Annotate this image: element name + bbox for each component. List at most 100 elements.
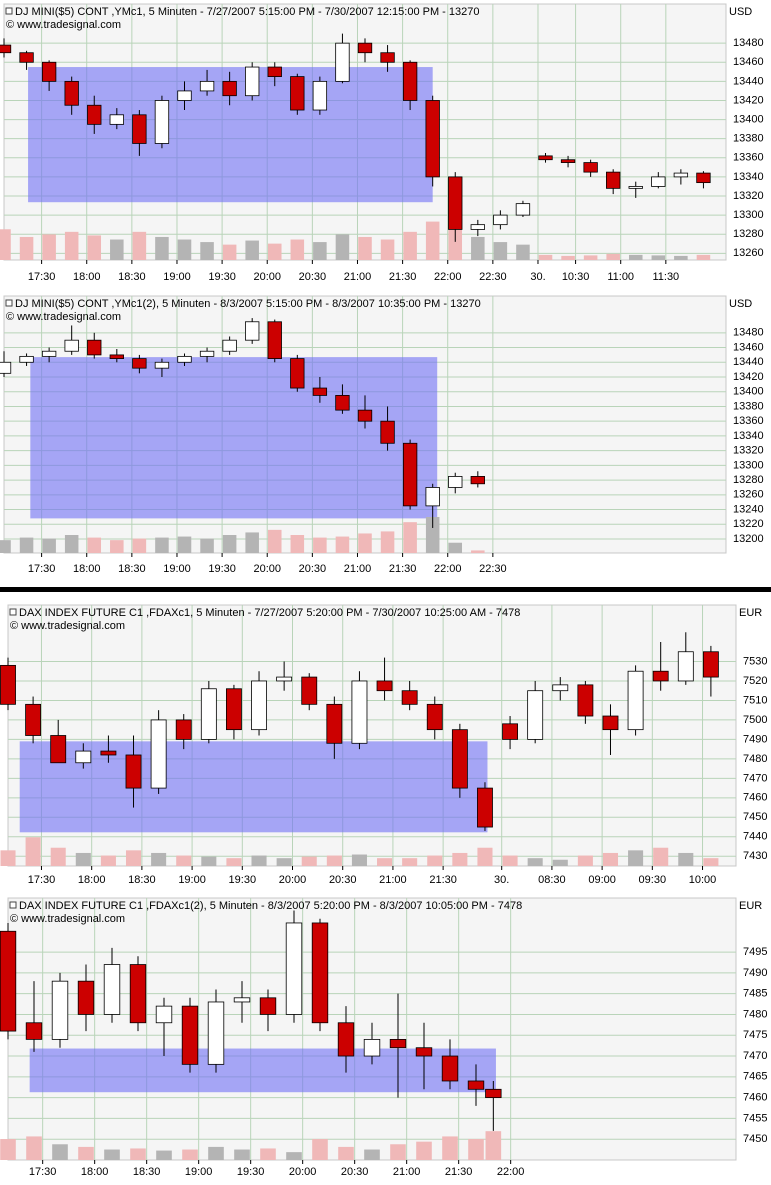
candle-body: [276, 676, 293, 682]
volume-bar: [678, 852, 694, 866]
volume-bar: [313, 242, 327, 260]
candle-body: [181, 1005, 199, 1065]
volume-bar: [100, 855, 116, 866]
volume-bar: [471, 550, 485, 553]
volume-bar: [125, 850, 142, 866]
candle-body: [267, 66, 282, 77]
currency-label: USD: [729, 6, 752, 18]
volume-bar: [42, 538, 56, 553]
volume-bar: [425, 221, 440, 260]
x-tick-label: 18:00: [78, 874, 106, 886]
candle-body: [311, 922, 329, 1024]
x-tick-label: 18:00: [81, 1166, 109, 1178]
x-tick-label: 21:00: [344, 271, 372, 283]
candle-body: [64, 80, 79, 106]
candle-body: [51, 980, 69, 1040]
candle-body: [425, 100, 440, 178]
candle-body: [301, 676, 318, 705]
candle-body: [199, 80, 215, 92]
candle-body: [627, 670, 644, 731]
volume-bar: [155, 537, 169, 553]
candle-body: [129, 964, 147, 1024]
chart-subtitle: © www.tradesignal.com: [6, 19, 121, 31]
volume-bar: [19, 537, 34, 553]
candle-body: [335, 395, 350, 411]
y-tick-label: 7490: [743, 967, 767, 979]
volume-bar: [696, 254, 711, 260]
volume-bar: [267, 529, 282, 553]
volume-bar: [301, 856, 317, 866]
candle-body: [389, 1038, 407, 1049]
volume-bar: [502, 855, 518, 866]
x-tick-label: 20:30: [299, 271, 327, 283]
x-tick-label: 17:30: [29, 1166, 57, 1178]
y-tick-label: 13300: [733, 459, 764, 471]
volume-bar: [477, 847, 493, 866]
x-tick-label: 17:30: [28, 874, 56, 886]
volume-bar: [380, 239, 395, 260]
volume-bar: [583, 255, 598, 260]
volume-bar: [26, 1136, 42, 1160]
candle-body: [41, 61, 57, 82]
candle-body: [132, 358, 147, 369]
x-tick-label: 22:30: [479, 563, 507, 575]
volume-bar: [628, 254, 643, 260]
candle-body: [380, 52, 395, 63]
y-tick-label: 7465: [743, 1071, 767, 1083]
candle-body: [337, 1022, 355, 1057]
candle-body: [380, 420, 395, 444]
candle-body: [75, 750, 92, 764]
candle-body: [402, 61, 418, 101]
volume-bar: [335, 536, 350, 553]
volume-bar: [234, 1149, 250, 1160]
volume-bar: [290, 239, 305, 260]
volume-bar: [0, 540, 11, 553]
volume-bar: [313, 537, 327, 553]
candle-body: [673, 172, 689, 178]
x-tick-label: 18:30: [118, 271, 146, 283]
volume-bar: [403, 231, 417, 260]
y-tick-label: 13200: [733, 533, 764, 545]
volume-bar: [364, 1149, 380, 1160]
y-tick-label: 13260: [733, 489, 764, 501]
title-icon: [9, 608, 17, 616]
candle-body: [177, 90, 192, 101]
y-tick-label: 13320: [733, 190, 764, 202]
candle-body: [200, 688, 217, 740]
candle-body: [560, 159, 576, 163]
chart-title: DJ MINI($5) CONT ,YMc1, 5 Minuten - 7/27…: [15, 6, 479, 18]
volume-bar: [425, 517, 440, 553]
volume-bar: [245, 240, 259, 260]
volume-bar: [176, 855, 192, 866]
y-tick-label: 7460: [743, 792, 767, 804]
candle-body: [470, 476, 485, 485]
volume-bar: [358, 533, 372, 553]
candle-body: [0, 930, 17, 1032]
volume-bar: [312, 1139, 328, 1160]
y-tick-label: 7500: [743, 714, 767, 726]
candle-body: [363, 1038, 381, 1057]
y-tick-label: 13440: [733, 75, 764, 87]
volume-bar: [377, 858, 393, 866]
candle-body: [233, 997, 251, 1003]
candle-body: [402, 442, 418, 507]
x-tick-label: 10:00: [689, 874, 717, 886]
volume-bar: [286, 1152, 302, 1160]
x-tick-label: 20:00: [253, 271, 281, 283]
y-tick-label: 7475: [743, 1029, 767, 1041]
volume-bar: [222, 244, 237, 260]
x-tick-label: 18:00: [73, 271, 101, 283]
candle-body: [19, 355, 34, 363]
volume-bar: [703, 858, 719, 866]
candle-body: [527, 690, 544, 740]
volume-bar: [538, 254, 553, 260]
x-tick-label: 18:30: [128, 874, 156, 886]
candle-body: [245, 66, 260, 97]
volume-bar: [200, 538, 214, 553]
x-tick-label: 30.: [530, 271, 545, 283]
y-tick-label: 7530: [743, 655, 767, 667]
x-tick-label: 21:30: [389, 563, 417, 575]
y-tick-label: 13480: [733, 327, 764, 339]
x-tick-label: 19:00: [178, 874, 206, 886]
